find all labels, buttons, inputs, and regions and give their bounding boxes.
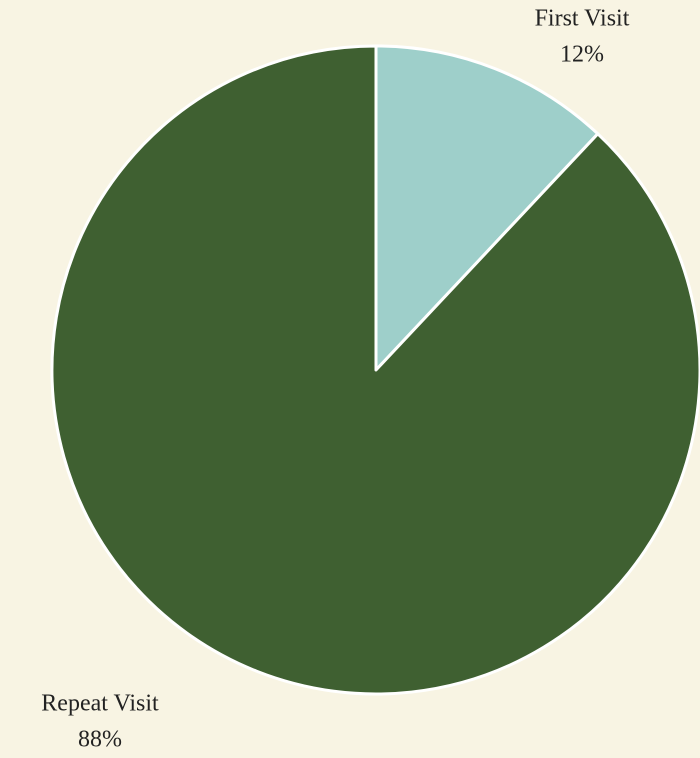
slice-value-label: 88% bbox=[78, 727, 122, 753]
pie-slice bbox=[374, 44, 600, 372]
slice-value-label: 12% bbox=[560, 42, 604, 68]
slice-label: Repeat Visit bbox=[41, 691, 159, 717]
slice-label: First Visit bbox=[535, 6, 630, 32]
pie-slice bbox=[50, 44, 700, 696]
